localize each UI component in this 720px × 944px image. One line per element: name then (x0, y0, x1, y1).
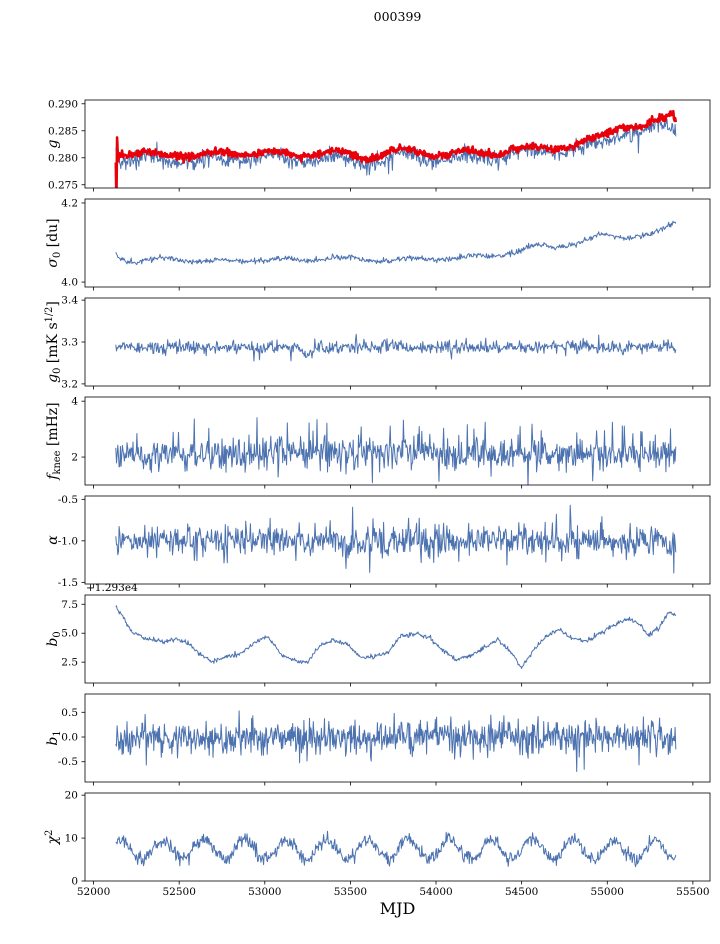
y-axis-offset-text: +1.293e4 (86, 582, 138, 594)
panel-frame-chi2 (84, 792, 711, 882)
panel-frame-b1 (84, 693, 711, 783)
x-tick-label: 52000 (77, 886, 110, 898)
series-b0 (115, 605, 677, 669)
series-b1 (115, 710, 677, 772)
y-tick-label: 3.3 (61, 337, 78, 349)
x-tick-label: 52500 (162, 886, 195, 898)
series-alpha (115, 504, 677, 574)
y-tick-label: 2.5 (61, 657, 78, 669)
series-f-knee (115, 417, 677, 485)
x-tick-label: 53500 (334, 886, 367, 898)
panel-frame-sigma0 (84, 198, 711, 288)
panel-fknee: 2 4 fknee [mHz] (45, 396, 711, 489)
y-tick-label: -0.5 (58, 494, 78, 506)
panel-b1: -0.5 0.0 0.5 b1 (45, 693, 711, 786)
panel-frame-alpha (84, 495, 711, 585)
panel-chi2: 0 10 20 52000 52500 53000 53500 54000 54500 55000… (44, 790, 711, 898)
y-tick-label: 10 (65, 833, 78, 845)
y-tick-label: 0.285 (48, 125, 78, 137)
y-tick-label: 0.290 (48, 98, 78, 110)
x-tick-label: 54500 (505, 886, 538, 898)
series-sigma0 (115, 220, 677, 266)
panel-alpha: -1.5 -1.0 -0.5 α (45, 494, 711, 589)
y-tick-label: 0 (71, 876, 78, 888)
x-tick-label: 55500 (676, 886, 709, 898)
x-tick-label: 54000 (419, 886, 452, 898)
series-chi2 (115, 830, 677, 868)
panel-g: 0.275 0.280 0.285 0.290 g (45, 98, 711, 192)
y-tick-label: 4.0 (61, 277, 78, 289)
y-tick-label: 2 (71, 452, 78, 464)
panel-frame-b0 (84, 594, 711, 684)
y-tick-label: 0.0 (61, 732, 78, 744)
y-tick-label: 3.4 (61, 295, 78, 307)
y-tick-label: -0.5 (58, 756, 78, 768)
series-g0 (115, 333, 677, 362)
panel-sigma0: 4.0 4.2 σ0 [du] (45, 197, 711, 291)
y-axis-label-alpha: α (45, 535, 61, 545)
y-tick-label: 4 (71, 396, 78, 408)
y-tick-label: 5.0 (61, 628, 78, 640)
y-tick-label: 4.2 (61, 197, 78, 209)
y-tick-label: 0.280 (48, 152, 78, 164)
x-tick-label: 55000 (591, 886, 624, 898)
figure-title: 000399 (373, 9, 422, 24)
panel-frame-fknee (84, 396, 711, 486)
y-tick-label: 7.5 (61, 599, 78, 611)
y-axis-label-b0: b0 (45, 631, 63, 646)
y-tick-label: 20 (65, 790, 78, 802)
y-tick-label: 3.2 (61, 378, 78, 390)
y-tick-label: 0.275 (48, 179, 78, 191)
y-axis-label-g0: g0 [mK s1/2] (44, 301, 63, 383)
series-g-smoothed (114, 109, 678, 188)
y-tick-label: 0.5 (61, 707, 78, 719)
panel-b0: 2.5 5.0 7.5 +1.293e4 b0 (45, 582, 711, 687)
y-axis-label-g: g (45, 139, 61, 148)
y-tick-label: -1.5 (58, 577, 78, 589)
panel-g0: 3.2 3.3 3.4g0 [mK s1/2] (44, 295, 711, 390)
series-g-raw (115, 118, 677, 176)
y-axis-label-b1: b1 (45, 730, 63, 745)
y-axis-label-chi2: χ2 (44, 830, 61, 846)
x-tick-label: 53000 (248, 886, 281, 898)
x-axis-label: MJD (379, 899, 416, 918)
panel-frame-g (84, 99, 711, 189)
y-tick-label: -1.0 (58, 535, 78, 547)
panel-frame-g0 (84, 297, 711, 387)
y-axis-label-fknee: fknee [mHz] (45, 402, 63, 480)
y-axis-label-sigma0: σ0 [du] (45, 218, 63, 267)
